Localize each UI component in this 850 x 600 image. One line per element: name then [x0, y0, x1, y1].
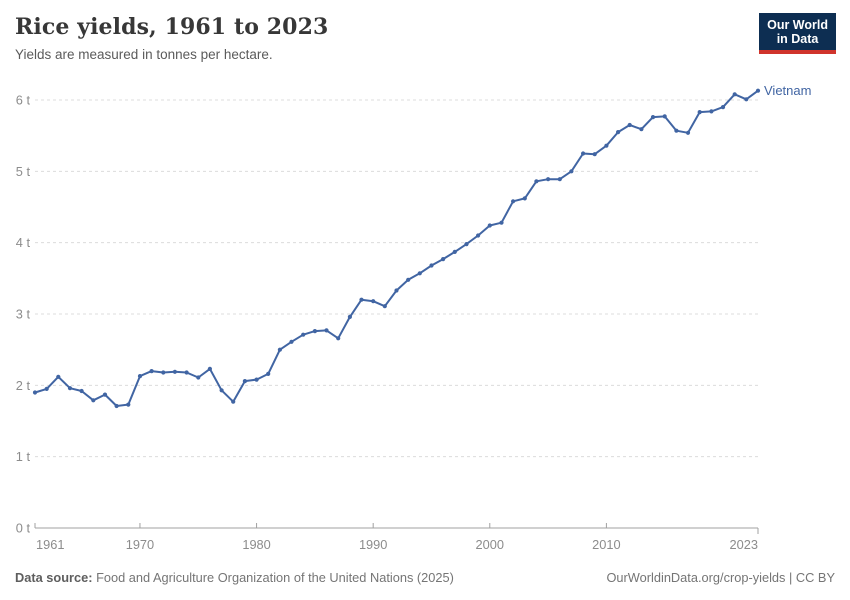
owid-logo-line1: Our World	[767, 18, 828, 32]
footer-separator: |	[785, 570, 796, 585]
y-axis-tick-label: 5 t	[16, 164, 31, 179]
chart-header: Rice yields, 1961 to 2023 Yields are mea…	[15, 14, 328, 62]
footer-license: CC BY	[795, 570, 835, 585]
chart-footer: Data source: Food and Agriculture Organi…	[15, 570, 835, 585]
y-axis-tick-label: 6 t	[16, 93, 31, 108]
footer-link[interactable]: OurWorldinData.org/crop-yields	[606, 570, 786, 585]
footer-attribution: OurWorldinData.org/crop-yields | CC BY	[606, 570, 835, 585]
footer-source: Data source: Food and Agriculture Organi…	[15, 570, 454, 585]
y-axis-tick-label: 4 t	[16, 235, 31, 250]
footer-source-text: Food and Agriculture Organization of the…	[92, 570, 454, 585]
y-axis-tick-label: 3 t	[16, 307, 31, 322]
x-axis-tick-label: 2000	[476, 537, 504, 552]
owid-logo[interactable]: Our World in Data	[759, 13, 836, 54]
x-axis-tick-label: 1961	[36, 537, 64, 552]
y-axis-tick-label: 0 t	[16, 521, 31, 536]
x-axis-tick-label: 1970	[126, 537, 154, 552]
series-label-vietnam[interactable]: Vietnam	[764, 82, 812, 98]
line-chart: 0 t 1 t 2 t 3 t 4 t 5 t 6 t 1961 1970 1980 1990 200…	[16, 88, 761, 552]
x-axis-tick-label: 2010	[592, 537, 620, 552]
chart-subtitle: Yields are measured in tonnes per hectar…	[15, 47, 273, 62]
chart-title: Rice yields, 1961 to 2023	[15, 14, 329, 40]
x-axis-tick-label: 2023	[730, 537, 758, 552]
owid-logo-line2: in Data	[776, 32, 819, 46]
y-axis-tick-label: 2 t	[16, 378, 31, 393]
x-axis-tick-label: 1980	[242, 537, 270, 552]
y-axis-tick-label: 1 t	[16, 449, 31, 464]
footer-source-label: Data source:	[15, 570, 93, 585]
x-axis-tick-label: 1990	[359, 537, 387, 552]
